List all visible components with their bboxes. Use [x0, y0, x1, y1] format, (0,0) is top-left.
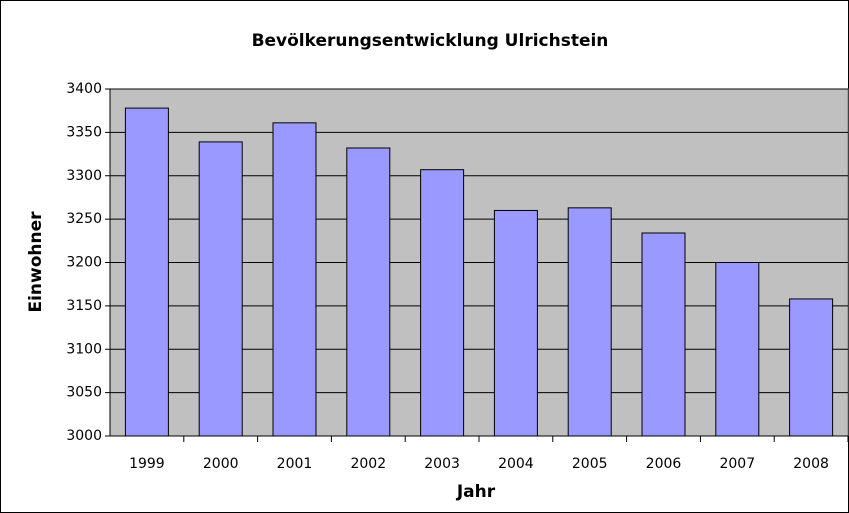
bar — [641, 232, 686, 437]
y-tick-label: 3050 — [66, 385, 102, 401]
x-tick-label: 2005 — [572, 456, 608, 472]
y-tick-label: 3150 — [66, 298, 102, 314]
bar — [789, 298, 834, 437]
y-tick-label: 3350 — [66, 124, 102, 140]
y-tick-label: 3250 — [66, 211, 102, 227]
x-tick-label: 2004 — [498, 456, 534, 472]
y-axis-label: Einwohner — [26, 211, 46, 313]
y-tick-label: 3100 — [66, 341, 102, 357]
x-tick-label: 2006 — [646, 456, 682, 472]
x-axis-label: Jahr — [456, 482, 496, 502]
x-tick-label: 2008 — [793, 456, 829, 472]
bar — [715, 262, 760, 437]
bar — [567, 207, 612, 437]
x-tick-label: 2007 — [719, 456, 755, 472]
x-tick-label: 2001 — [277, 456, 313, 472]
x-tick-label: 2003 — [424, 456, 460, 472]
bar — [420, 169, 465, 437]
bar — [346, 147, 391, 437]
bar — [272, 122, 317, 437]
bar — [493, 209, 538, 437]
x-tick-label: 2002 — [350, 456, 386, 472]
chart-title: Bevölkerungsentwicklung Ulrichstein — [252, 31, 609, 51]
y-tick-label: 3400 — [66, 81, 102, 97]
y-tick-label: 3300 — [66, 168, 102, 184]
y-tick-label: 3200 — [66, 255, 102, 271]
x-tick-label: 1999 — [129, 456, 165, 472]
y-tick-label: 3000 — [66, 428, 102, 444]
bar — [124, 107, 169, 437]
x-tick-label: 2000 — [203, 456, 239, 472]
bar — [198, 141, 243, 437]
